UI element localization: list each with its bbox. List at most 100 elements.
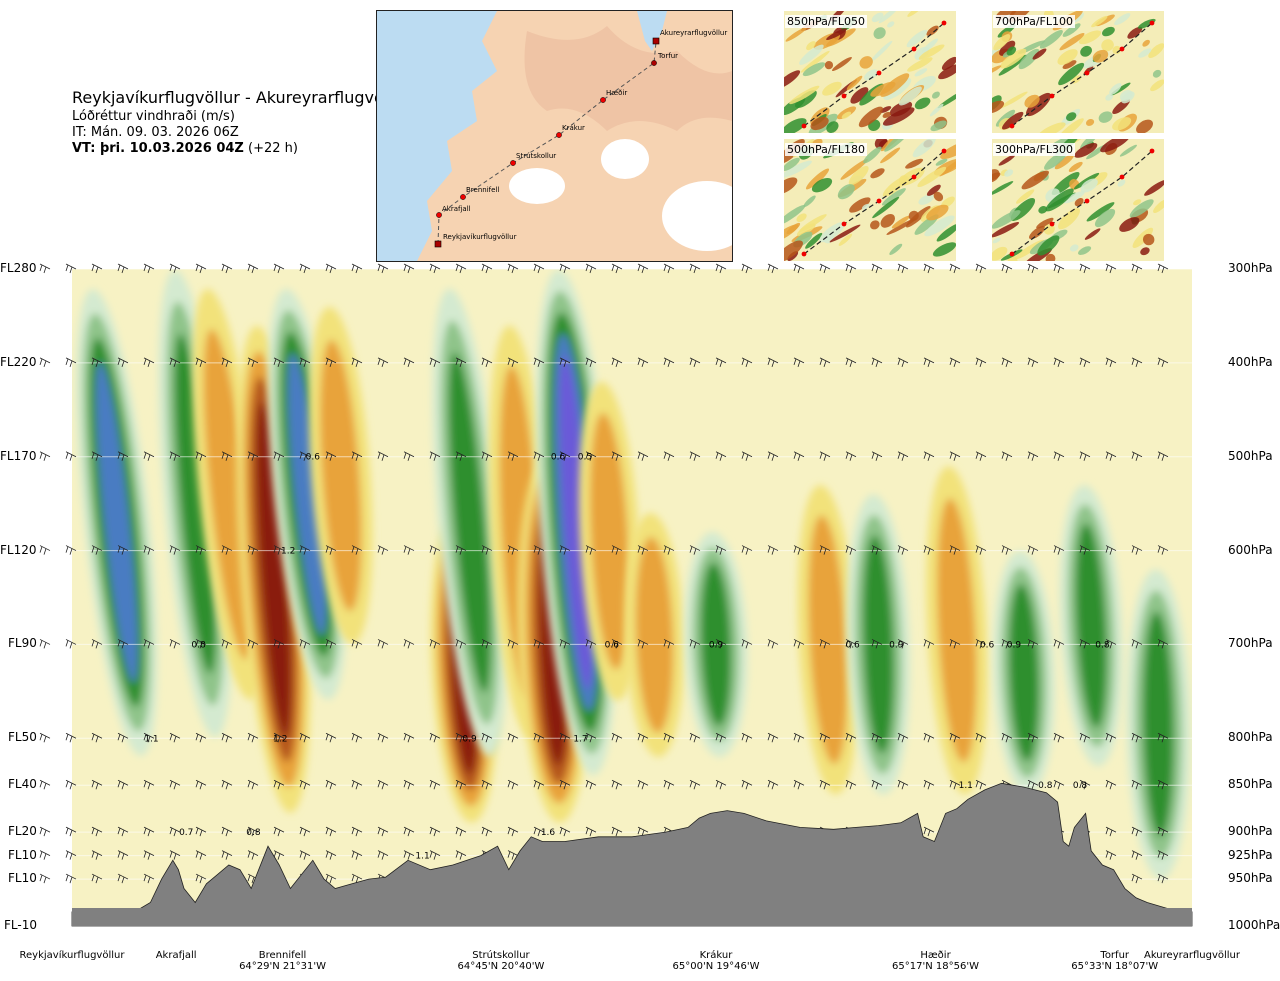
wind-band-3 xyxy=(236,325,311,813)
mini-streak xyxy=(1062,60,1077,70)
wind-barb xyxy=(585,779,597,790)
wind-band-11-level-1 xyxy=(589,413,630,670)
wind-barb xyxy=(1131,873,1143,884)
station-name: Brennifell xyxy=(258,950,307,961)
hpa-label-0: 300hPa xyxy=(1228,261,1273,275)
wind-barb xyxy=(65,451,77,461)
wind-barb xyxy=(611,779,623,790)
wind-barb xyxy=(143,826,155,837)
wind-barb xyxy=(975,779,987,790)
mini-streak xyxy=(849,197,871,213)
wind-barb xyxy=(195,639,207,649)
mini-streak xyxy=(1142,39,1150,47)
mini-streak xyxy=(784,204,806,226)
wind-barb xyxy=(221,263,233,274)
wind-barb xyxy=(247,357,259,367)
wind-barb xyxy=(39,873,51,884)
mini-streak xyxy=(912,139,936,158)
mini-map-500hpa: 500hPa/FL180 xyxy=(784,139,956,261)
wind-barb xyxy=(845,732,857,743)
mini-streak xyxy=(905,158,924,169)
mini-streak xyxy=(1094,208,1116,228)
wind-barb xyxy=(611,357,623,367)
wind-barb xyxy=(689,263,701,274)
mini-streak xyxy=(1057,207,1080,230)
wind-barb xyxy=(585,639,597,649)
mini-streak xyxy=(926,184,941,196)
mini-streak xyxy=(1086,202,1115,222)
wind-band-5-level-1 xyxy=(320,339,362,612)
mini-streak xyxy=(785,27,807,42)
wind-barb xyxy=(247,779,259,790)
mini-streak xyxy=(938,64,956,80)
wind-barb xyxy=(533,357,545,367)
mini-streak xyxy=(935,158,948,166)
wind-barb xyxy=(455,545,467,555)
mini-streak xyxy=(1112,45,1121,55)
wind-barb xyxy=(91,451,103,461)
mini-streak xyxy=(1142,233,1155,246)
wind-barb xyxy=(689,451,701,461)
wind-barb xyxy=(923,357,935,367)
wind-barb xyxy=(611,451,623,461)
mini-streak xyxy=(992,100,1005,114)
wind-barb xyxy=(923,545,935,555)
wind-band-3-level-3 xyxy=(256,402,291,737)
wind-barb xyxy=(429,451,441,461)
wind-barb xyxy=(273,263,285,274)
wind-barb xyxy=(923,639,935,649)
mini-streak xyxy=(1140,247,1150,256)
wind-barb xyxy=(559,263,571,274)
mini-streak xyxy=(992,65,1002,76)
wind-barb xyxy=(169,779,181,790)
station-2: Brennifell 64°29'N 21°31'W xyxy=(213,950,353,972)
mini-streak xyxy=(1119,89,1133,102)
wind-barb xyxy=(533,263,545,274)
mini-streak xyxy=(1144,179,1164,196)
wind-barb xyxy=(429,357,441,367)
wind-barb xyxy=(325,873,337,884)
wind-barb xyxy=(559,779,571,790)
station-coord: 64°45'N 20°40'W xyxy=(457,961,545,972)
mini-streak xyxy=(873,27,886,40)
mini-streak xyxy=(1038,206,1048,214)
mini-streak xyxy=(1062,23,1081,37)
wind-barb xyxy=(1105,826,1117,837)
route-point-reykjavik: Reykjavíkurflugvöllur xyxy=(434,233,517,248)
wind-barb xyxy=(169,451,181,461)
mini-streak xyxy=(880,106,892,113)
wind-barb xyxy=(689,639,701,649)
wind-barb xyxy=(767,263,779,274)
wind-barb xyxy=(767,357,779,367)
wind-barb xyxy=(1001,263,1013,274)
mini-route-point xyxy=(1119,46,1125,52)
wind-barb xyxy=(1053,451,1065,461)
value-annotations: 1.1 0.8 0.7 1.2 0.8 0.6 1.2 1.1 0.9 0.6 0.5 1.7 1.6 0… xyxy=(144,453,1109,862)
wind-barb xyxy=(299,850,311,860)
mini-streak xyxy=(870,40,893,62)
wind-barb xyxy=(221,451,233,461)
mini-route-point xyxy=(841,221,847,227)
wind-barb xyxy=(455,639,467,649)
wind-barb xyxy=(143,850,155,860)
mini-streak xyxy=(1136,119,1153,133)
wind-barb xyxy=(1157,545,1169,555)
wind-band-18 xyxy=(1059,485,1123,767)
hpa-label-1: 400hPa xyxy=(1228,354,1273,369)
wind-barb xyxy=(845,779,857,790)
terrain-base xyxy=(72,908,1192,926)
wind-barb xyxy=(585,263,597,274)
wind-barb xyxy=(273,451,285,461)
mini-streak xyxy=(1100,139,1131,153)
wind-barb xyxy=(741,451,753,461)
mini-streak xyxy=(1117,179,1126,187)
mini-streak xyxy=(805,232,823,249)
mini-streak xyxy=(784,160,812,178)
wind-barb xyxy=(1131,357,1143,367)
wind-barb xyxy=(117,357,129,367)
init-time: IT: Mán. 09. 03. 2026 06Z xyxy=(72,125,239,140)
wind-barb xyxy=(377,826,389,837)
mini-streak xyxy=(784,240,803,261)
wind-barb xyxy=(1105,451,1117,461)
wind-barb xyxy=(377,779,389,790)
